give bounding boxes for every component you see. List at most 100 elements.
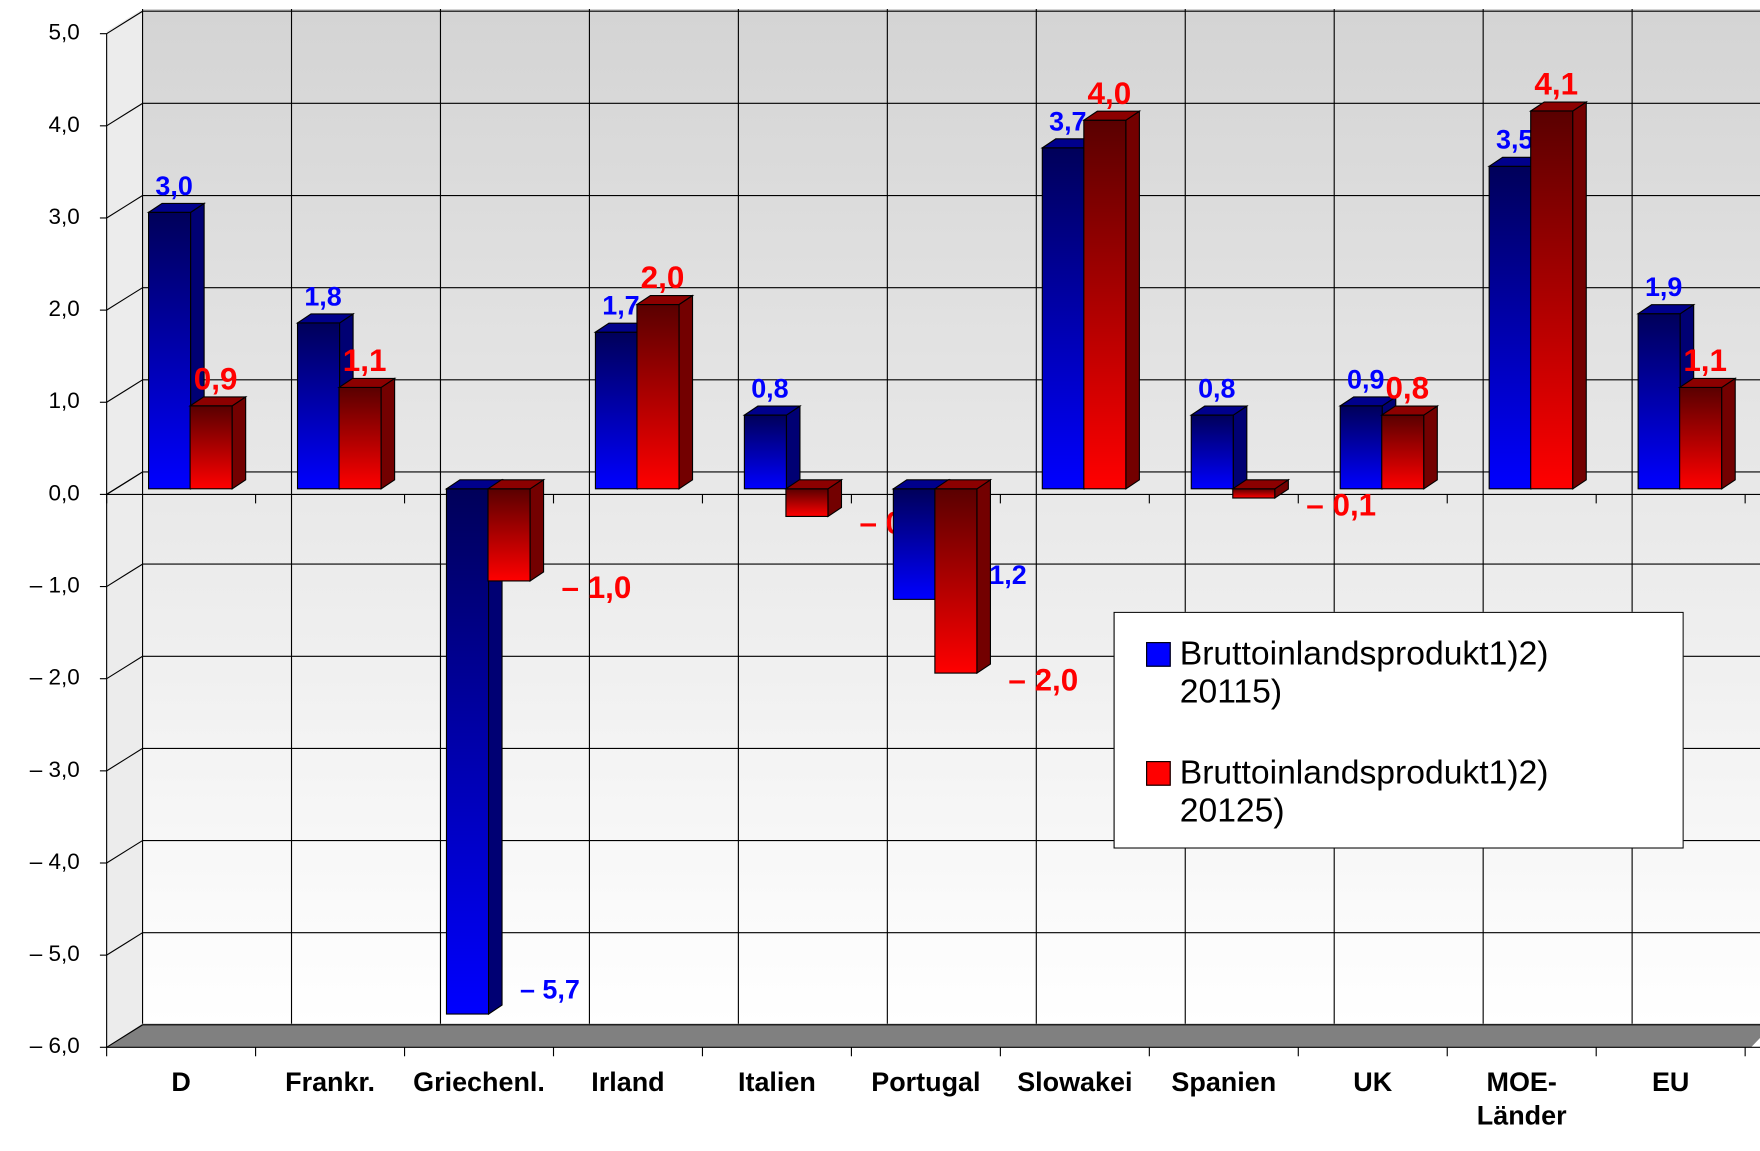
x-tick-label-box: Slowakei: [1017, 1067, 1133, 1098]
value-label: 4,1: [1534, 67, 1578, 102]
zero-line-depth: [106, 471, 143, 495]
bar: [1081, 110, 1142, 490]
value-label: 4,0: [1088, 76, 1132, 111]
x-tick-label: UK: [1353, 1067, 1393, 1098]
value-label: 0,8: [1198, 373, 1235, 403]
grid-line: [106, 102, 143, 127]
bar-shade: [1191, 415, 1234, 489]
bar-top-shade: [1638, 304, 1694, 314]
legend-entry: Bruttoinlandsprodukt1)2) 20125): [1146, 754, 1607, 830]
y-tick-label: 2,0: [48, 296, 79, 321]
bar-shade: [744, 415, 787, 489]
value-label: 1,1: [343, 343, 387, 378]
bar-shade: [636, 304, 680, 489]
bar-side-shade: [1423, 406, 1438, 489]
bar-top: [1338, 396, 1398, 407]
value-label: 0,9: [1347, 364, 1384, 394]
bar-top-shade: [1679, 378, 1736, 388]
bar-top-shade: [446, 479, 503, 489]
bar: [1230, 478, 1291, 500]
bar-side-shade: [1233, 406, 1247, 489]
bar-side-shade: [679, 295, 693, 489]
x-tick-label-box: Frankr.: [285, 1067, 375, 1097]
bar-top-shade: [339, 378, 395, 388]
value-label: 0,9: [194, 361, 238, 396]
grid-line: [106, 379, 143, 403]
bar-side-shade: [381, 378, 395, 489]
x-tick-label: MOE-Länder: [1476, 1067, 1567, 1132]
bar-side-shade: [1274, 479, 1289, 499]
bar: [742, 405, 802, 490]
y-tick-label: 1,0: [48, 388, 79, 413]
floor: [106, 1023, 1760, 1048]
x-tick-label: EU: [1651, 1067, 1690, 1098]
bar: [1677, 377, 1738, 490]
x-tick-label: Irland: [591, 1067, 665, 1098]
value-label: 0,8: [1385, 371, 1429, 406]
legend: Bruttoinlandsprodukt1)2) 20115) Bruttoinl…: [1113, 611, 1684, 849]
value-label: 0,8: [751, 373, 788, 403]
bar-top: [1379, 405, 1440, 416]
value-label: – 1,0: [562, 570, 632, 605]
x-tick-label: Portugal: [871, 1067, 981, 1098]
bar-top: [1677, 377, 1738, 388]
legend-label: Bruttoinlandsprodukt1)2) 20115): [1179, 635, 1549, 711]
x-tick-label: D: [171, 1067, 191, 1098]
bar-top-shade: [1083, 111, 1140, 121]
grid-line: [106, 747, 143, 772]
x-tick-label-box: MOE-Länder: [1476, 1067, 1567, 1132]
grid-line: [106, 1024, 143, 1048]
bar: [1528, 100, 1589, 490]
y-tick-label: – 1,0: [30, 572, 80, 597]
bar-side-shade: [488, 479, 503, 1015]
bar-shade: [297, 322, 340, 489]
bar-top: [742, 405, 802, 416]
bar-top-shade: [1530, 102, 1587, 111]
x-tick-label: Slowakei: [1017, 1067, 1133, 1098]
x-tick-label-box: Italien: [738, 1067, 816, 1097]
bar-top-shade: [744, 406, 800, 416]
y-tick-label: – 6,0: [30, 1033, 80, 1058]
x-tick-label-box: D: [171, 1067, 191, 1098]
legend-box: Bruttoinlandsprodukt1)2) 20115) Bruttoinl…: [1113, 611, 1684, 849]
grid-line: [106, 932, 143, 956]
legend-swatch: [1146, 642, 1171, 667]
bar-top: [295, 313, 355, 324]
grid-line: [106, 655, 143, 680]
bar: [337, 377, 397, 490]
bar-shade: [595, 332, 638, 489]
bar-shade: [934, 488, 977, 674]
bar: [1379, 405, 1440, 490]
x-tick-label-box: Spanien: [1171, 1067, 1276, 1097]
bar-shade: [446, 488, 489, 1015]
bar-shade: [1042, 147, 1085, 489]
plot: 5,0 4,0 3,0 2,0 1,0 0,0 – 1,0 – 2,0 – 3,0 – 4,0 – …: [30, 8, 1760, 1132]
y-tick-label: – 2,0: [30, 665, 80, 690]
y-tick-label: 0,0: [48, 480, 79, 505]
bar-top-shade: [893, 479, 949, 489]
value-label: – 2,0: [1008, 662, 1078, 697]
bar-top: [1081, 110, 1142, 121]
x-tick-label-box: Griechenl.: [413, 1067, 545, 1098]
x-tick-label: Griechenl.: [413, 1067, 545, 1098]
bar-top: [337, 377, 397, 388]
value-label: 1,1: [1683, 343, 1727, 378]
bar-top: [1636, 304, 1696, 315]
grid-line: [106, 287, 143, 311]
bar-top: [1189, 405, 1249, 416]
bar: [295, 312, 355, 490]
y-tick-label: 4,0: [48, 112, 79, 137]
bar-top-shade: [934, 479, 991, 489]
bar-side-shade: [1125, 111, 1140, 489]
bar-top-shade: [1340, 396, 1396, 406]
value-label: 1,7: [602, 291, 639, 321]
bar-top-shade: [1191, 406, 1247, 416]
bar-top-shade: [297, 313, 354, 323]
y-tick-label: 5,0: [48, 20, 79, 45]
bar-shade: [1638, 313, 1681, 489]
bar-top-shade: [1381, 406, 1438, 416]
bar-top: [933, 479, 993, 490]
value-label: 2,0: [641, 260, 685, 295]
